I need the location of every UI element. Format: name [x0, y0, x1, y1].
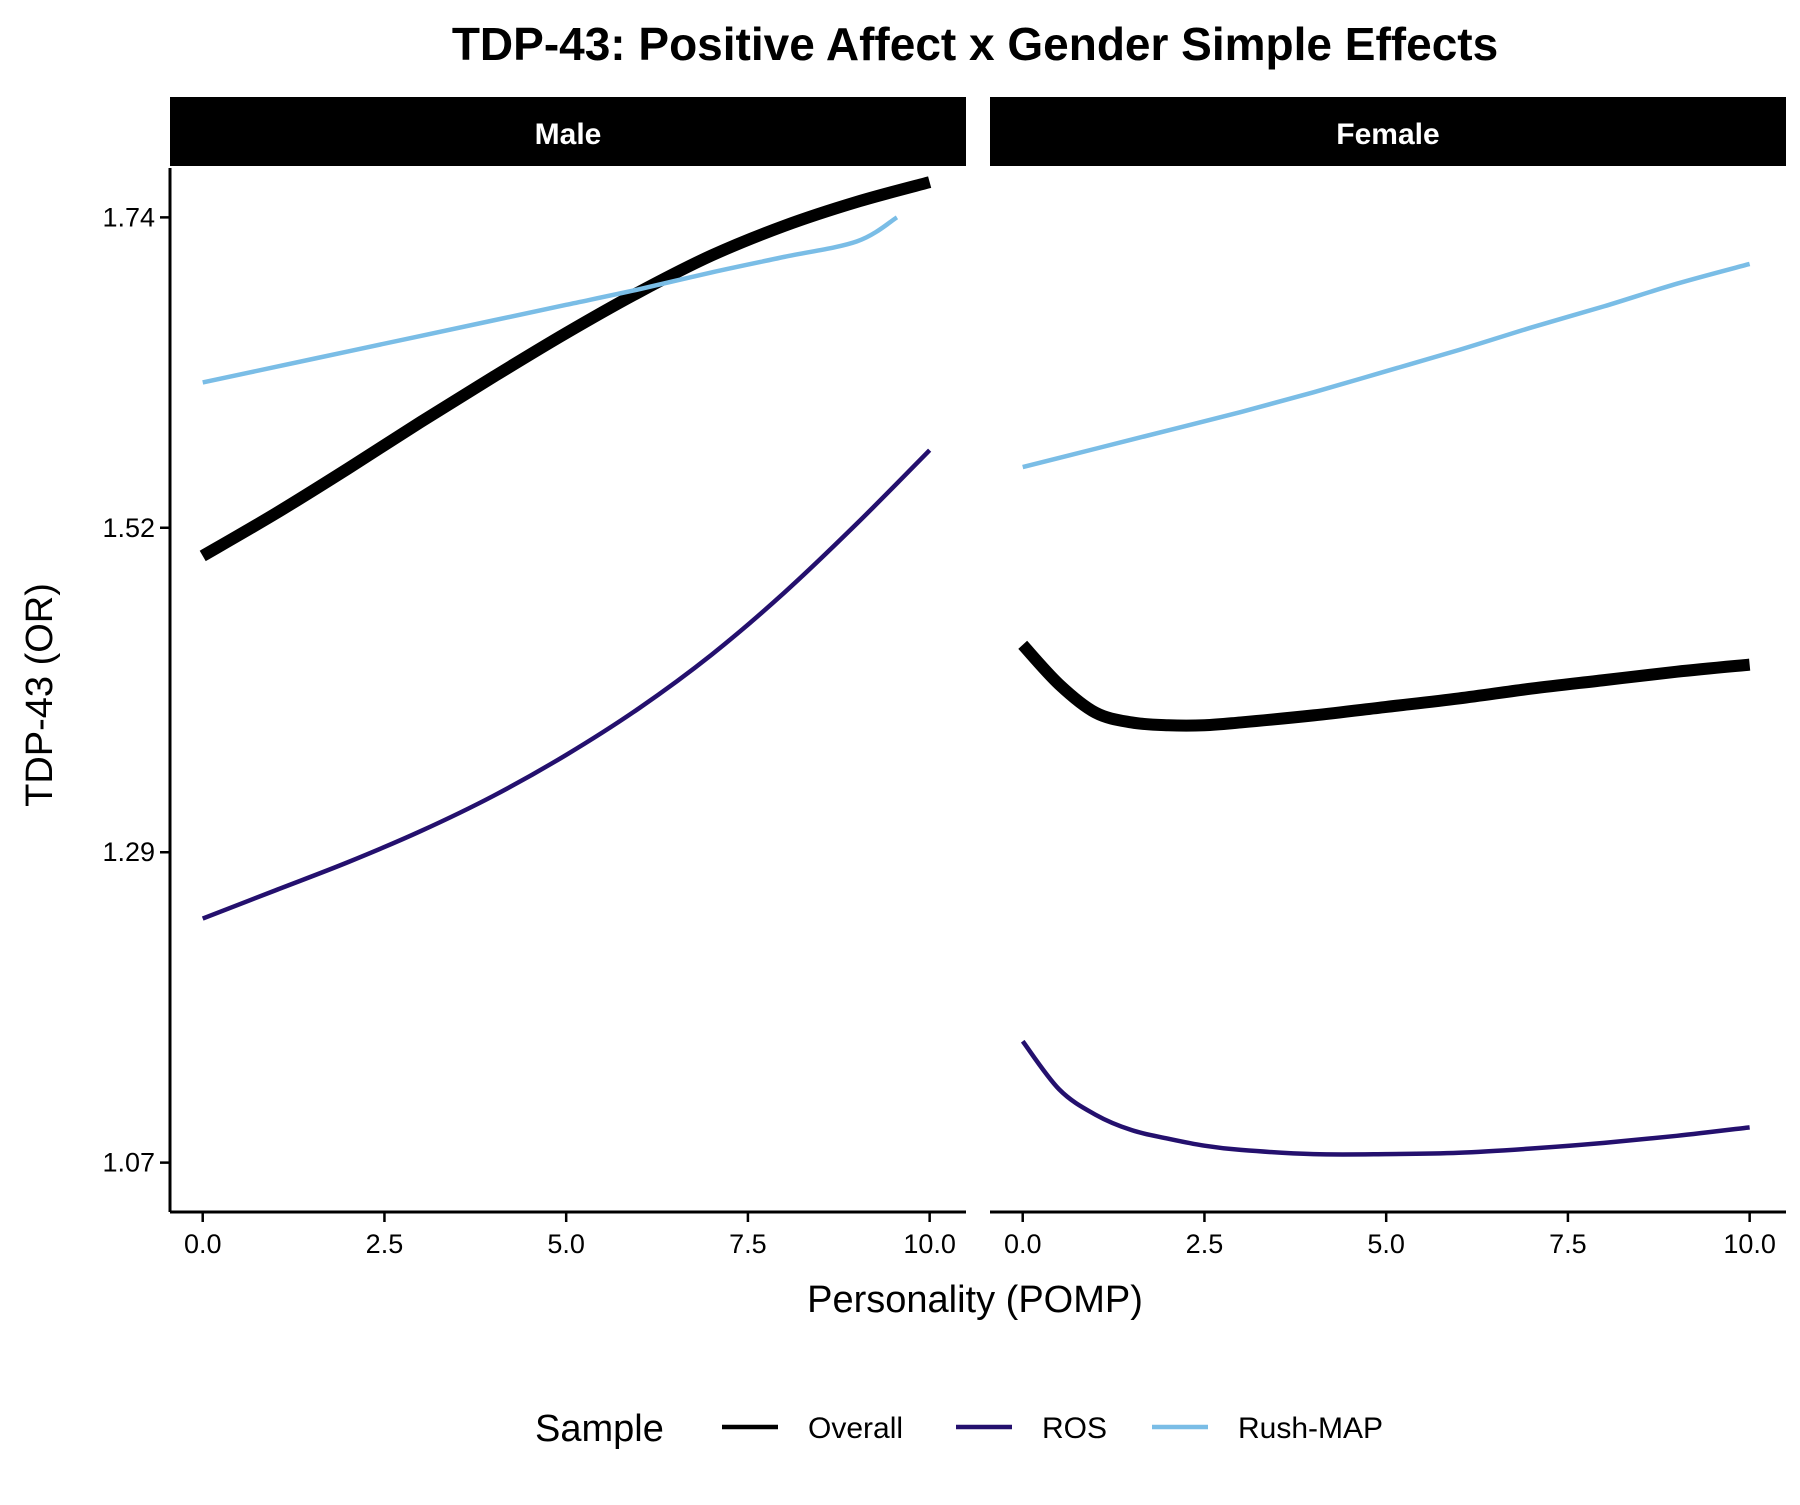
- y-tick-label: 1.07: [102, 1148, 155, 1178]
- chart-title: TDP-43: Positive Affect x Gender Simple …: [452, 18, 1498, 70]
- legend-label-overall: Overall: [808, 1412, 903, 1445]
- x-axis-title: Personality (POMP): [807, 1279, 1143, 1321]
- x-tick-label: 0.0: [184, 1229, 222, 1259]
- x-tick-label: 2.5: [366, 1229, 404, 1259]
- series-line-rush-map-male: [202, 215, 899, 385]
- y-tick-label: 1.74: [102, 202, 155, 232]
- legend: Sample Overall ROS Rush-MAP: [535, 1408, 1383, 1450]
- strip-label: Female: [1336, 118, 1439, 151]
- facet-panels: Male 0.0 2.5 5.0 7.5 10.0 1.07 1.29 1.52 1.74 Fema…: [102, 97, 1786, 1259]
- x-tick-label: 0.0: [1004, 1229, 1042, 1259]
- y-tick-label: 1.52: [102, 513, 155, 543]
- series-line-overall-male: [199, 176, 932, 562]
- series-line-ros-male: [201, 448, 932, 921]
- x-tick-label: 7.5: [729, 1229, 767, 1259]
- x-tick-label: 5.0: [1367, 1229, 1405, 1259]
- legend-title: Sample: [535, 1408, 664, 1450]
- series-line-ros-female: [1020, 1039, 1750, 1157]
- x-tick-label: 10.0: [1723, 1229, 1776, 1259]
- y-tick-label: 1.29: [102, 837, 155, 867]
- panel-female: Female 0.0 2.5 5.0 7.5 10.0: [990, 97, 1786, 1259]
- strip-label: Male: [535, 118, 602, 151]
- x-tick-label: 2.5: [1186, 1229, 1224, 1259]
- series-line-overall-female: [1018, 640, 1751, 732]
- x-tick-label: 10.0: [903, 1229, 956, 1259]
- y-axis-title: TDP-43 (OR): [19, 583, 61, 807]
- x-tick-label: 7.5: [1549, 1229, 1587, 1259]
- series-line-rush-map-female: [1022, 261, 1751, 470]
- x-tick-label: 5.0: [547, 1229, 585, 1259]
- legend-label-rush-map: Rush-MAP: [1238, 1412, 1383, 1445]
- strip-male: [170, 97, 966, 166]
- legend-label-ros: ROS: [1042, 1412, 1107, 1445]
- strip-female: [990, 97, 1786, 166]
- panel-male: Male 0.0 2.5 5.0 7.5 10.0 1.07 1.29 1.52 1.74: [102, 97, 966, 1259]
